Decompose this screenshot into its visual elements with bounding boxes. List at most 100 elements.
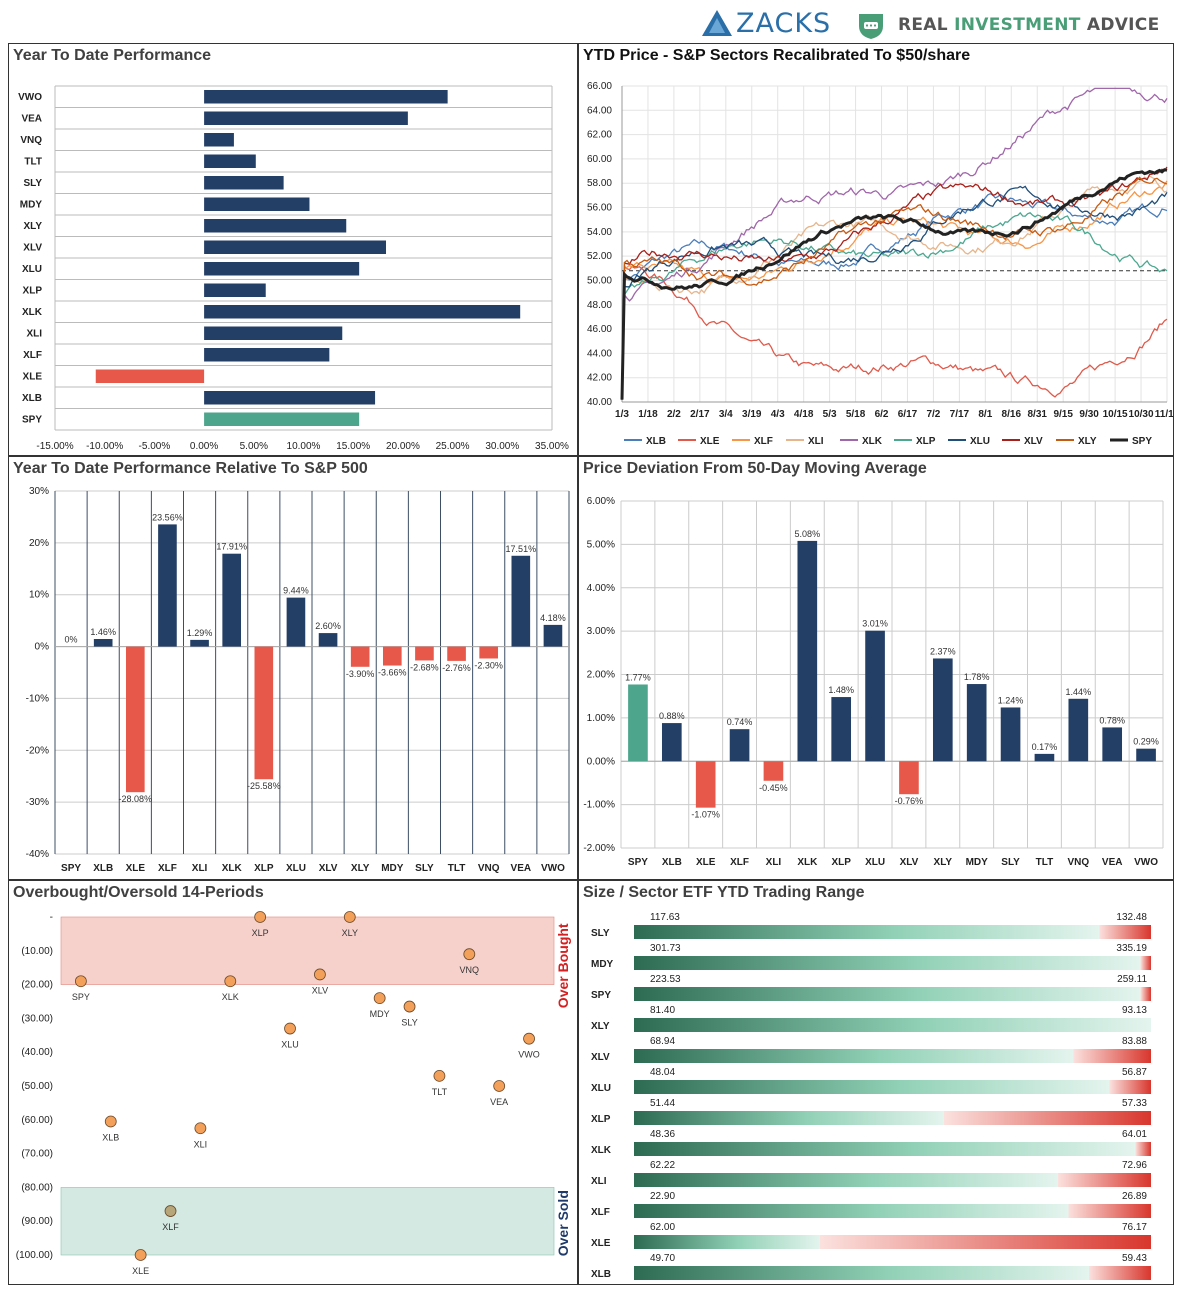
y-tick-label: 4.00%	[587, 583, 615, 594]
range-bar-xly	[634, 1018, 1151, 1032]
category-label: SPY	[628, 857, 648, 868]
bar-vwo	[543, 624, 563, 647]
value-label: 5.08%	[795, 529, 821, 539]
y-tick-label: 66.00	[587, 81, 612, 92]
value-label: -0.76%	[895, 796, 924, 806]
bar-xly	[204, 219, 347, 233]
x-tick-label: 5.00%	[240, 441, 268, 452]
category-label: XLB	[93, 863, 113, 874]
ytd-performance-title: Year To Date Performance	[13, 47, 212, 64]
bar-vnq	[1068, 698, 1089, 762]
relative-performance-panel: 30% 20% 10% 0% -10% -20% -30% -40% 0% SPY 1.46% XLB…	[8, 456, 578, 880]
relative-performance-title: Year To Date Performance Relative To S&P…	[13, 460, 368, 477]
bar-xlv	[204, 240, 387, 254]
row-label: MDY	[591, 959, 614, 970]
low-value: 81.40	[650, 1005, 675, 1016]
row-label: XLI	[591, 1176, 607, 1187]
category-label: XLI	[766, 857, 782, 868]
value-label: 17.51%	[506, 544, 537, 554]
high-value: 335.19	[1116, 943, 1147, 954]
x-tick-label: 2/2	[667, 409, 681, 420]
bar-xlf	[729, 729, 750, 762]
y-tick-label: (100.00)	[16, 1250, 53, 1261]
x-tick-label: 6/2	[875, 409, 889, 420]
low-value: 117.63	[650, 912, 680, 923]
low-value: 48.36	[650, 1129, 675, 1140]
point-label: XLY	[342, 928, 358, 938]
category-label: TLT	[1036, 857, 1054, 868]
bar-xlu	[204, 262, 360, 276]
high-value: 26.89	[1122, 1191, 1147, 1202]
value-label: 1.24%	[998, 695, 1024, 705]
bar-xlf	[204, 348, 330, 362]
data-point-xli	[194, 1122, 207, 1135]
low-value: 48.04	[650, 1067, 675, 1078]
zacks-logo: ZACKS	[700, 6, 831, 40]
data-point-tlt	[433, 1069, 446, 1082]
point-label: SLY	[401, 1018, 417, 1028]
x-tick-label: -15.00%	[36, 441, 73, 452]
value-label: 17.91%	[216, 542, 247, 552]
series-line-xlp	[621, 211, 1168, 400]
category-label: SLY	[23, 178, 42, 189]
category-label: MDY	[966, 857, 989, 868]
legend-label: SPY	[1132, 436, 1152, 447]
range-bar-xle	[634, 1235, 1151, 1249]
legend-label: XLB	[646, 436, 666, 447]
category-label: XLF	[23, 350, 42, 361]
zacks-logo-text: ZACKS	[736, 7, 832, 39]
category-label: VNQ	[478, 863, 500, 874]
overbought-oversold-panel: - (10.00) (20.00) (30.00) (40.00) (50.00) (60.…	[8, 880, 578, 1285]
low-value: 51.44	[650, 1098, 675, 1109]
category-label: XLU	[865, 857, 885, 868]
row-label: XLP	[591, 1114, 611, 1125]
series-line-xlu	[621, 185, 1168, 400]
data-point-xly	[343, 911, 356, 923]
x-tick-label: 8/1	[978, 409, 992, 420]
low-value: 301.73	[650, 943, 681, 954]
category-label: XLU	[286, 863, 306, 874]
x-tick-label: 7/17	[950, 409, 970, 420]
point-label: XLK	[222, 992, 239, 1002]
category-label: XLK	[222, 863, 243, 874]
ria-logo: REAL INVESTMENT ADVICE	[856, 10, 1160, 40]
x-tick-label: 25.00%	[436, 441, 470, 452]
y-tick-label: -	[50, 912, 53, 923]
x-tick-label: 30.00%	[485, 441, 519, 452]
trading-range-title: Size / Sector ETF YTD Trading Range	[583, 884, 865, 901]
ytd-performance-panel: VWO VEA VNQ TLT SLY MDY XLY XLV XLU XLP XLK XLI XLF X…	[8, 43, 578, 456]
x-tick-label: 35.00%	[535, 441, 569, 452]
x-tick-label: 11/14	[1155, 409, 1173, 420]
value-label: -2.30%	[474, 660, 503, 670]
point-label: XLP	[252, 928, 269, 938]
category-label: XLY	[23, 221, 42, 232]
category-label: XLP	[23, 286, 43, 297]
point-label: XLB	[102, 1132, 119, 1142]
y-tick-label: 44.00	[587, 348, 612, 359]
value-label: -2.68%	[410, 662, 439, 672]
value-label: -1.07%	[691, 810, 720, 820]
point-label: XLF	[162, 1222, 179, 1232]
ria-logo-text: REAL INVESTMENT ADVICE	[898, 15, 1160, 35]
y-tick-label: 62.00	[587, 130, 612, 141]
category-label: SPY	[61, 863, 81, 874]
y-tick-label: 0.00%	[587, 756, 615, 767]
x-tick-label: 8/31	[1028, 409, 1048, 420]
category-label: XLP	[831, 857, 851, 868]
y-tick-label: 64.00	[587, 105, 612, 116]
bar-vwo	[1136, 748, 1156, 762]
overbought-band	[60, 916, 555, 985]
x-tick-label: 1/3	[615, 409, 629, 420]
value-label: 3.01%	[862, 619, 888, 629]
oversold-band	[60, 1187, 555, 1256]
bar-xlv	[899, 761, 919, 795]
deviation-title: Price Deviation From 50-Day Moving Avera…	[583, 460, 927, 477]
high-value: 72.96	[1122, 1160, 1147, 1171]
value-label: 4.18%	[540, 613, 566, 623]
x-tick-label: 10/15	[1103, 409, 1128, 420]
bar-mdy	[966, 684, 987, 762]
y-tick-label: 5.00%	[587, 539, 615, 550]
category-label: XLE	[696, 857, 716, 868]
y-tick-label: 60.00	[587, 154, 612, 165]
category-label: TLT	[24, 157, 42, 168]
